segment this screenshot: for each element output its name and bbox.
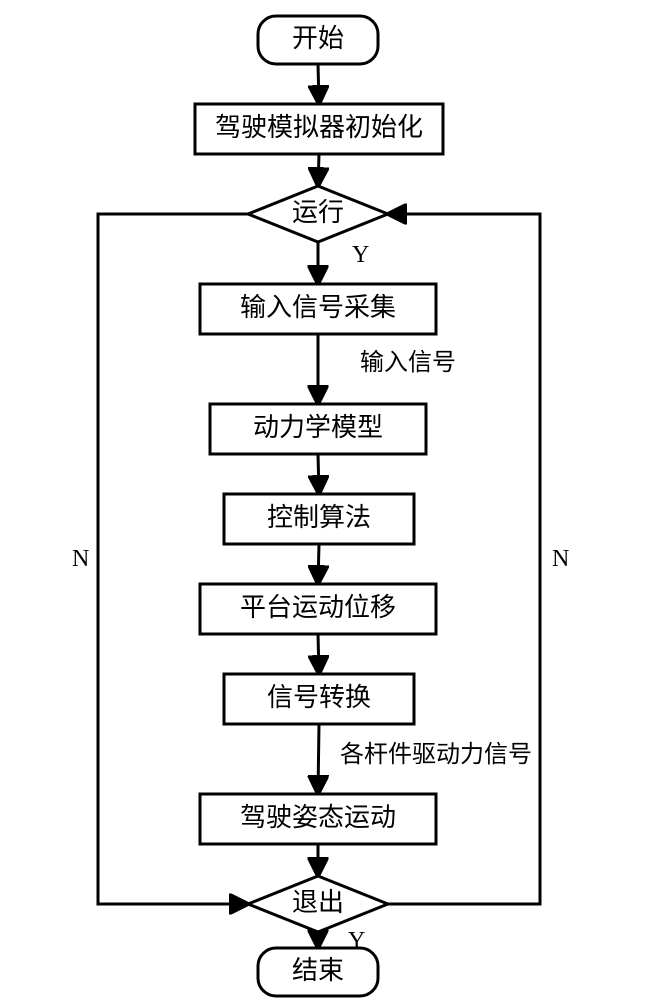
edge-ctrl-disp xyxy=(318,544,319,584)
node-dyn-label: 动力学模型 xyxy=(253,413,383,442)
annotation-exit_N_right: N xyxy=(552,546,569,572)
edge-conv-pose xyxy=(318,724,319,794)
node-exit-label: 退出 xyxy=(292,888,344,917)
node-pose-label: 驾驶姿态运动 xyxy=(240,803,396,832)
edge-start-init xyxy=(318,64,319,104)
annotation-run_Y: Y xyxy=(352,242,369,268)
annotation-sig_in: 输入信号 xyxy=(360,349,456,376)
node-conv-label: 信号转换 xyxy=(267,683,371,712)
node-start-label: 开始 xyxy=(292,24,344,53)
flowchart-canvas: 开始驾驶模拟器初始化运行输入信号采集动力学模型控制算法平台运动位移信号转换驾驶姿… xyxy=(0,0,669,1000)
node-input-label: 输入信号采集 xyxy=(240,293,396,322)
annotation-run_N_left: N xyxy=(72,546,89,572)
edge-disp-conv xyxy=(318,634,319,674)
annotation-sig_drv: 各杆件驱动力信号 xyxy=(340,741,532,768)
annotation-exit_Y: Y xyxy=(348,928,365,954)
edge-init-run xyxy=(318,154,319,186)
node-run-label: 运行 xyxy=(292,198,344,227)
node-end-label: 结束 xyxy=(292,956,344,985)
edge-dyn-ctrl xyxy=(318,454,319,494)
node-init-label: 驾驶模拟器初始化 xyxy=(215,113,423,142)
node-disp-label: 平台运动位移 xyxy=(240,593,396,622)
node-ctrl-label: 控制算法 xyxy=(267,503,371,532)
